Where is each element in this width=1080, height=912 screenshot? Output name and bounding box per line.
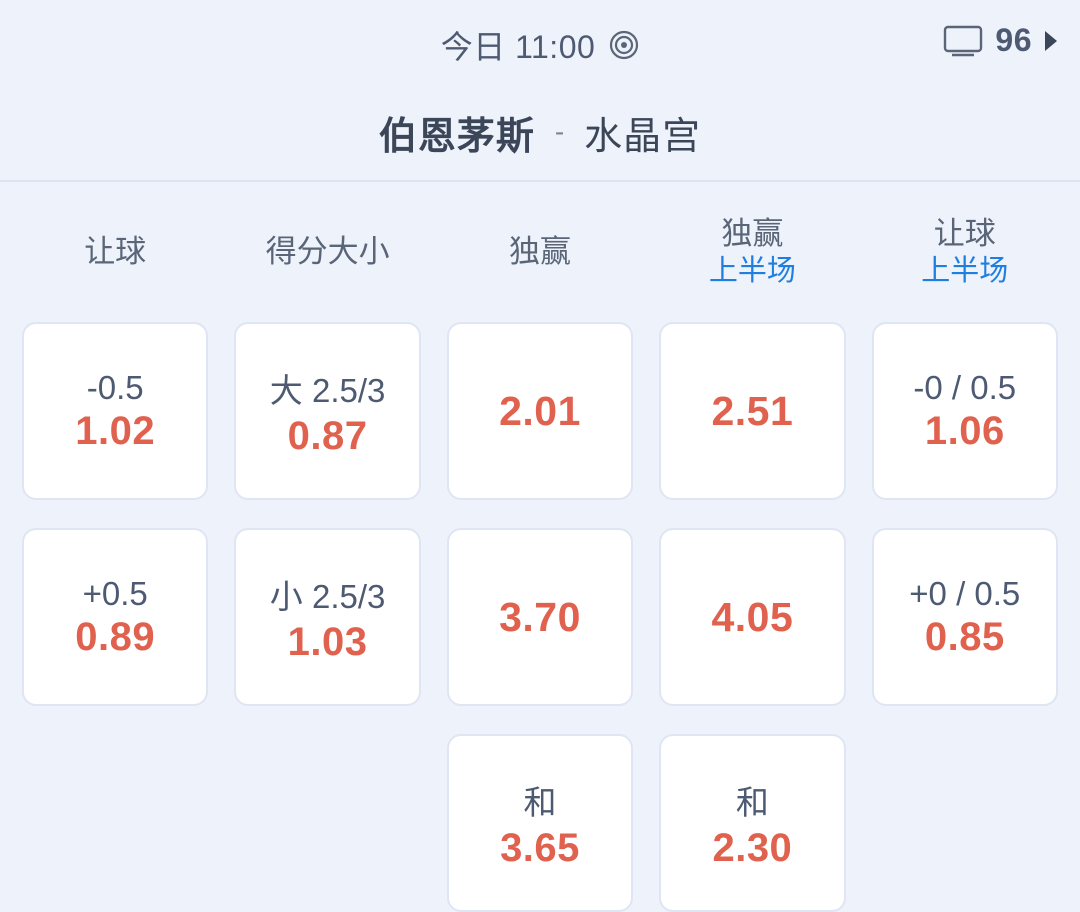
odds-card-label: +0.5 [82,574,148,612]
odds-card-placeholder [872,734,1058,912]
column-header-total: 得分大小 [234,233,420,272]
odds-column-headers: 让球 得分大小 独赢 独赢 上半场 让球 上半场 [22,182,1058,322]
odds-card-label: -0 / 0.5 [913,368,1017,406]
odds-card[interactable]: +0.5 0.89 [22,528,209,706]
odds-card[interactable]: 和 3.65 [446,734,634,912]
odds-row: +0.5 0.89 小 2.5/3 1.03 3.70 4.05 +0 / 0.… [22,528,1058,706]
odds-card[interactable]: 大 2.5/3 0.87 [234,322,421,500]
column-header-title: 得分大小 [265,233,390,269]
odds-card[interactable]: 2.01 [446,322,634,500]
odds-card-value: 1.03 [287,619,368,664]
odds-card-label: 和 [735,783,769,821]
odds-card-label: 大 2.5/3 [269,371,386,409]
odds-card-value: 3.65 [500,825,580,870]
odds-card-value: 0.85 [924,614,1005,659]
kickoff-time-label: 今日 11:00 [440,29,596,65]
odds-row: 和 3.65 和 2.30 [22,734,1058,912]
odds-card-value: 0.89 [75,614,156,659]
odds-grid: 让球 得分大小 独赢 独赢 上半场 让球 上半场 -0.5 [0,182,1080,912]
odds-card-value: 1.06 [924,408,1005,453]
tv-icon [943,25,983,57]
odds-card[interactable]: -0 / 0.5 1.06 [871,322,1058,500]
team-separator: - [554,116,565,147]
odds-card-placeholder [234,734,420,912]
odds-card-label: +0 / 0.5 [909,574,1021,612]
column-header-title: 让球 [84,233,147,269]
kickoff-time-group: 今日 11:00 [0,22,1080,68]
odds-card-value: 2.30 [712,825,793,870]
home-team-name: 伯恩茅斯 [378,115,535,158]
odds-card-label: 和 [523,783,557,821]
odds-row: -0.5 1.02 大 2.5/3 0.87 2.01 2.51 -0 / 0.… [22,322,1058,500]
odds-card-value: 0.87 [287,413,368,458]
column-header-subtitle: 上半场 [708,255,796,288]
odds-card[interactable]: 3.70 [446,528,634,706]
odds-card-value: 4.05 [711,593,794,640]
live-stream-count: 96 [995,22,1032,58]
odds-card[interactable]: 小 2.5/3 1.03 [234,528,421,706]
column-header-title: 让球 [933,215,996,251]
column-header-title: 独赢 [508,233,571,269]
odds-card[interactable]: -0.5 1.02 [22,322,209,500]
match-title[interactable]: 伯恩茅斯 - 水晶宫 [0,84,1080,182]
column-header-moneyline-firsthalf: 独赢 上半场 [659,215,845,290]
away-team-name: 水晶宫 [584,115,702,158]
odds-card-placeholder [22,734,208,912]
odds-card[interactable]: 和 2.30 [659,734,846,912]
target-icon [609,30,639,60]
column-header-handicap-firsthalf: 让球 上半场 [872,215,1058,290]
odds-card[interactable]: +0 / 0.5 0.85 [871,528,1058,706]
column-header-subtitle: 上半场 [921,255,1009,288]
top-meta-bar: 今日 11:00 96 [0,0,1080,84]
odds-card-value: 2.01 [499,387,581,434]
odds-card-value: 2.51 [711,387,794,434]
odds-card-value: 3.70 [499,593,581,640]
chevron-right-icon[interactable] [1044,30,1058,52]
column-header-handicap: 让球 [22,233,208,272]
odds-card-label: 小 2.5/3 [269,577,386,615]
column-header-moneyline: 独赢 [447,233,633,272]
odds-card[interactable]: 4.05 [659,528,846,706]
live-stream-group[interactable]: 96 [943,22,1058,59]
odds-card-label: -0.5 [86,368,144,406]
odds-card-value: 1.02 [75,408,156,453]
odds-card[interactable]: 2.51 [659,322,846,500]
column-header-title: 独赢 [721,215,784,251]
